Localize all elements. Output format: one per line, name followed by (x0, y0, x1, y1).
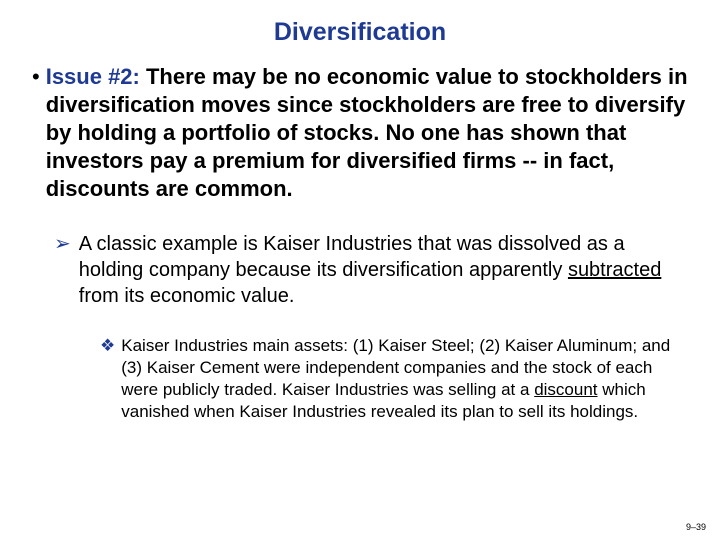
page-number: 9–39 (686, 522, 706, 532)
issue-body: There may be no economic value to stockh… (46, 64, 688, 201)
example-underlined: subtracted (568, 259, 661, 281)
slide-title: Diversification (30, 18, 690, 47)
dot-bullet-icon: • (32, 63, 40, 203)
issue-text: Issue #2: There may be no economic value… (46, 63, 690, 203)
bullet-level-3: ❖ Kaiser Industries main assets: (1) Kai… (100, 335, 690, 423)
detail-text: Kaiser Industries main assets: (1) Kaise… (121, 335, 690, 423)
issue-label: Issue #2: (46, 64, 140, 89)
diamond-bullet-icon: ❖ (100, 335, 115, 423)
detail-underlined: discount (534, 380, 597, 399)
bullet-level-2: ➢ A classic example is Kaiser Industries… (54, 231, 690, 309)
slide: Diversification • Issue #2: There may be… (0, 0, 720, 540)
example-text: A classic example is Kaiser Industries t… (79, 231, 690, 309)
arrow-bullet-icon: ➢ (54, 231, 71, 309)
bullet-level-1: • Issue #2: There may be no economic val… (32, 63, 690, 203)
example-post: from its economic value. (79, 285, 295, 307)
example-pre: A classic example is Kaiser Industries t… (79, 233, 625, 281)
